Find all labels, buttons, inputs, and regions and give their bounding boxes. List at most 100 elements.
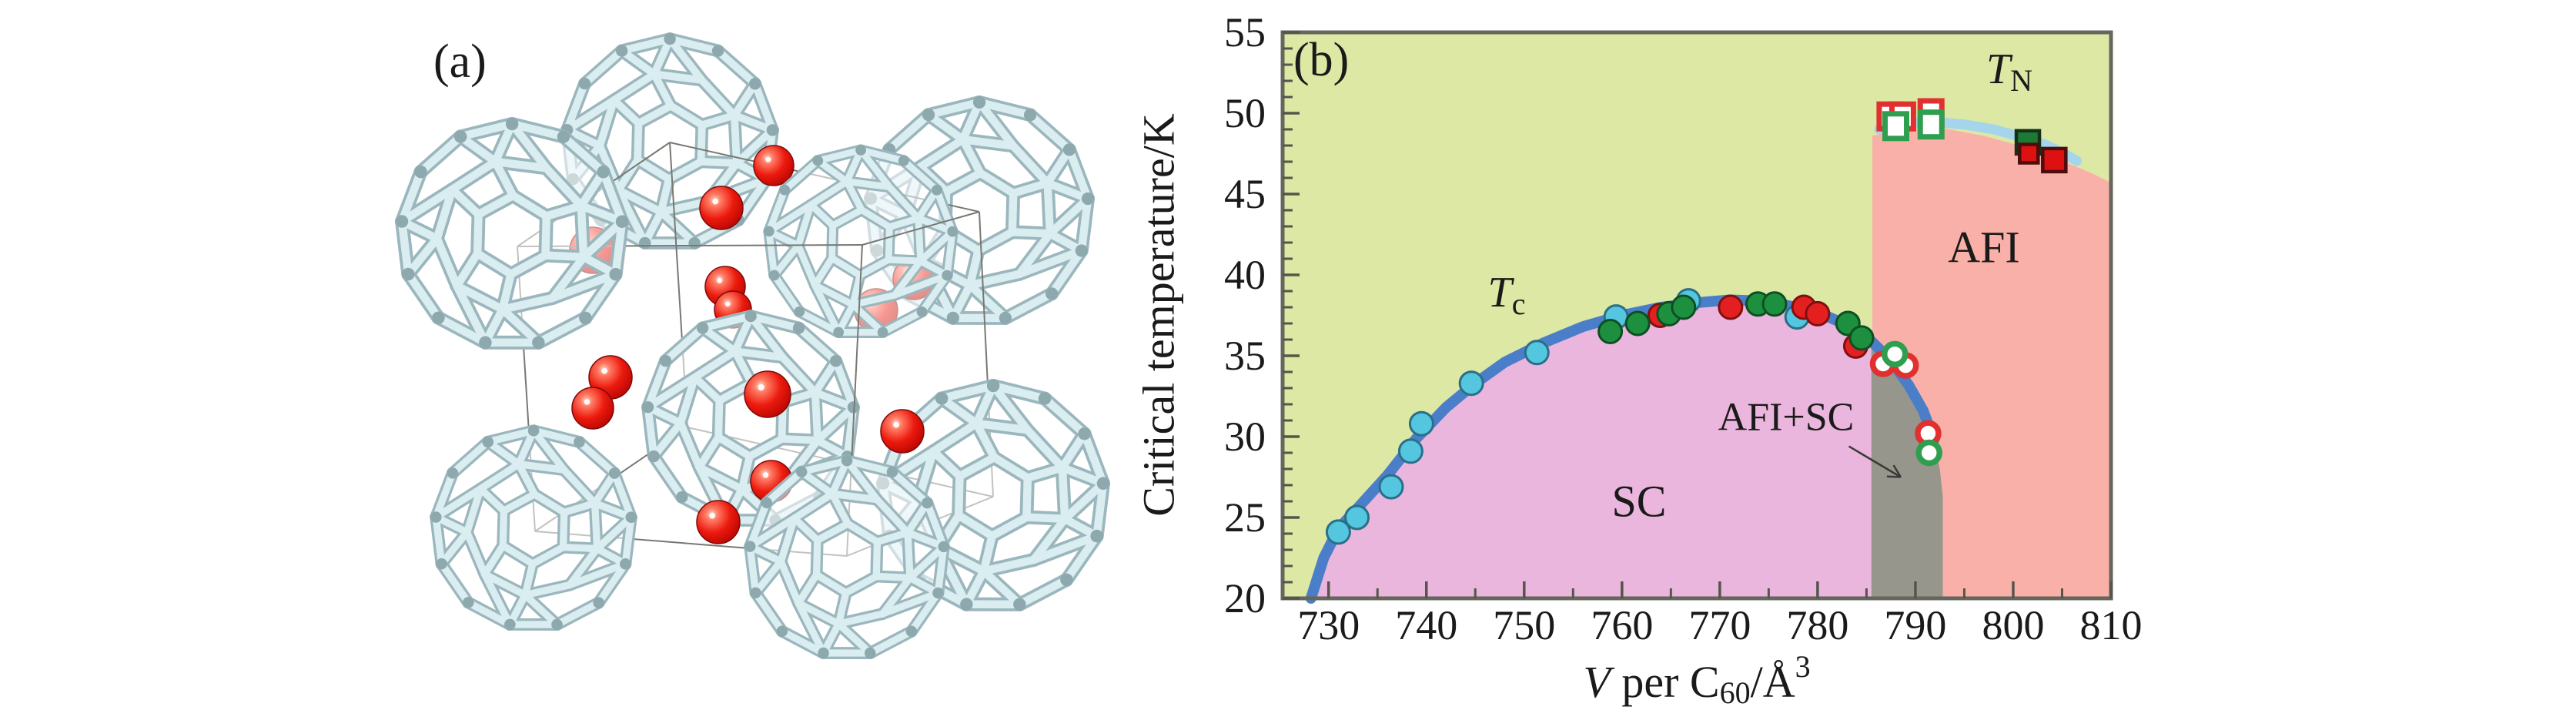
cage-joint [430, 511, 442, 523]
cage-stick [666, 35, 706, 84]
cage-stick [507, 251, 550, 279]
marker-green-open-square [1882, 111, 1910, 142]
cage-stick [1045, 194, 1092, 238]
cage-stick [541, 212, 551, 260]
sc-region [1310, 300, 1943, 598]
cage-stick [515, 460, 538, 498]
cage-joint [615, 215, 629, 229]
x-axis-title: V per C60/Å3 [1583, 649, 1810, 710]
cage-stick [765, 186, 788, 235]
cage-stick [563, 126, 604, 150]
cage-stick [904, 529, 914, 581]
cage-stick [449, 438, 492, 477]
cage-stick [979, 567, 1024, 609]
cage-stick [498, 293, 557, 313]
atom-highlight [724, 301, 731, 307]
cage-stick [714, 397, 724, 441]
cage-stick [698, 324, 739, 356]
cage-stick [979, 555, 1039, 575]
cage-joint [688, 236, 701, 249]
alkali-atom-center [744, 370, 791, 418]
cage-stick [811, 281, 857, 308]
cage-stick [650, 35, 674, 79]
cage-stick [771, 242, 802, 279]
cage-stick [814, 157, 851, 186]
cage-joint [436, 558, 447, 570]
cage-stick [929, 447, 964, 481]
cage-stick [975, 98, 1018, 150]
cage-stick [765, 201, 815, 235]
marker-tc-cyan-filled-circle [1325, 519, 1351, 545]
cage-stick [644, 403, 685, 427]
marker-tc-cyan-filled-circle [1408, 410, 1434, 437]
cage-joint [935, 392, 948, 405]
cage-joint [625, 511, 637, 524]
cage-stick [1008, 189, 1018, 236]
y-tick-label: 35 [1224, 333, 1266, 379]
cage-stick [591, 499, 601, 553]
cage-stick [560, 499, 599, 517]
cage-stick [988, 513, 1031, 541]
cage-stick [858, 206, 893, 231]
cage-joint [620, 558, 631, 570]
cage-stick [972, 381, 998, 428]
cage-joint [1038, 392, 1052, 405]
cage-stick [463, 528, 489, 578]
cage-stick [432, 513, 471, 536]
panel-a-label: (a) [433, 35, 487, 88]
cage-joint [482, 436, 494, 448]
atom-highlight [717, 277, 723, 283]
cage-stick [500, 491, 538, 515]
marker-tc-green-filled-circle [1671, 294, 1697, 320]
cage-stick [778, 628, 828, 657]
cage-stick [811, 357, 840, 397]
atom-sphere [571, 387, 614, 430]
cage-stick [812, 536, 821, 579]
cage-joint [505, 117, 519, 131]
cage-stick [433, 234, 461, 290]
cage-stick [521, 560, 537, 599]
cage-stick [924, 110, 967, 144]
afi-sc-region-label: AFI+SC [1718, 396, 1855, 440]
cage-stick [691, 347, 739, 381]
cage-joint [776, 625, 788, 638]
cage-stick [924, 98, 984, 119]
cage-joint [597, 166, 610, 179]
cage-joint [764, 226, 774, 237]
cage-stick [731, 347, 756, 387]
cage-stick [397, 217, 413, 279]
cage-stick [499, 541, 537, 568]
cage-stick [811, 388, 821, 444]
cage-stick [974, 228, 1017, 255]
cage-stick [1015, 575, 1071, 609]
c60-cage-top-left [395, 117, 629, 350]
cage-stick [795, 308, 842, 336]
cage-stick [965, 270, 1024, 290]
cage-joint [1045, 287, 1059, 300]
cage-stick [1023, 463, 1067, 482]
cage-stick [432, 469, 457, 521]
cage-joint [931, 185, 942, 196]
cage-joint [1090, 529, 1103, 543]
atom-highlight [758, 383, 764, 391]
cage-stick [432, 485, 484, 521]
cage-joint [905, 625, 918, 638]
cage-stick [795, 324, 840, 365]
cage-joint [916, 306, 928, 317]
cage-joint [402, 267, 415, 281]
cage-stick [857, 146, 893, 191]
atom-sphere [696, 500, 741, 544]
cage-stick [934, 543, 948, 597]
marker-green-open-circle [1915, 439, 1942, 467]
cage-stick [644, 373, 699, 411]
afi-sc-arrowhead-1 [1892, 464, 1902, 478]
cage-stick [453, 282, 490, 347]
plot-frame [1280, 30, 2113, 601]
cage-joint [527, 425, 540, 437]
cage-stick [453, 249, 482, 290]
cage-stick [1043, 146, 1074, 187]
cage-joint [855, 145, 866, 156]
cage-joint [1075, 244, 1088, 257]
cage-stick [904, 529, 948, 551]
